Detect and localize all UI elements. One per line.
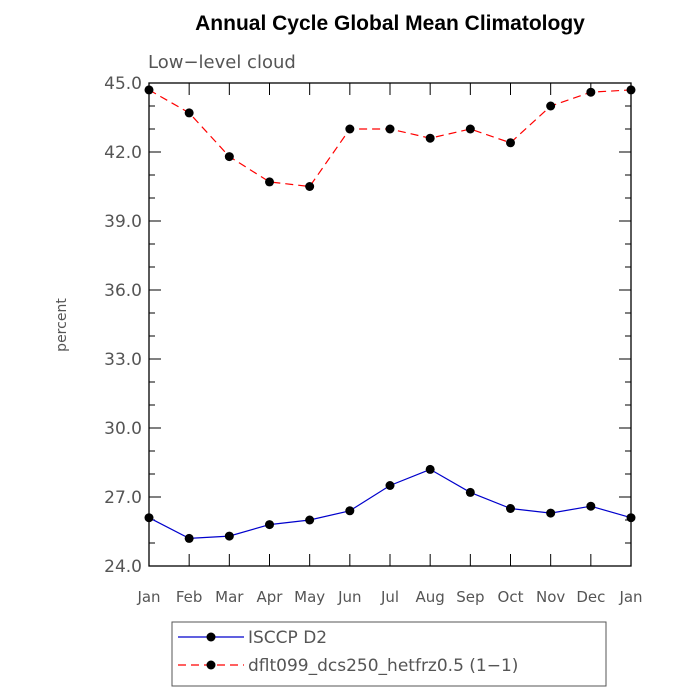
- y-tick-label: 36.0: [104, 281, 142, 301]
- y-tick-label: 39.0: [104, 212, 142, 232]
- data-point-s0-0: [144, 513, 154, 523]
- x-tick-label: Sep: [456, 588, 484, 606]
- data-point-s1-5: [345, 124, 355, 134]
- x-tick-label: Feb: [176, 588, 203, 606]
- legend-marker-isccp: [206, 632, 216, 642]
- x-tick-label: Mar: [215, 588, 244, 606]
- y-tick-label: 45.0: [104, 74, 142, 94]
- chart-subtitle: Low−level cloud: [148, 52, 296, 73]
- y-tick-label: 30.0: [104, 419, 142, 439]
- data-point-s0-2: [224, 531, 234, 541]
- y-tick-label: 27.0: [104, 488, 142, 508]
- legend: ISCCP D2 dflt099_dcs250_hetfrz0.5 (1−1): [171, 621, 607, 687]
- data-point-s1-9: [506, 138, 515, 148]
- x-tick-label: Jul: [380, 588, 399, 606]
- series-line-1: [148, 89, 632, 188]
- data-point-s0-8: [465, 487, 475, 497]
- x-tick-label: Apr: [257, 588, 284, 606]
- data-point-s1-2: [224, 152, 234, 162]
- data-point-s1-11: [586, 87, 596, 97]
- data-point-s0-7: [425, 464, 435, 474]
- y-tick-label: 33.0: [104, 350, 142, 370]
- x-axis-ticks: Jan Feb Mar Apr May Jun Jul Aug Sep Oct Nov Dec Jan: [136, 83, 643, 606]
- y-tick-label: 24.0: [104, 557, 142, 577]
- data-point-s1-1: [184, 108, 194, 118]
- x-tick-label: Jan: [136, 588, 160, 606]
- data-point-s1-10: [546, 101, 556, 111]
- data-point-s1-7: [425, 133, 435, 143]
- x-tick-label: Jun: [337, 588, 361, 606]
- data-point-s1-6: [385, 124, 395, 134]
- data-point-s0-10: [546, 508, 556, 518]
- x-tick-label: May: [294, 588, 325, 606]
- x-tick-label: Jan: [618, 588, 642, 606]
- data-point-s0-9: [506, 504, 515, 513]
- y-axis-ticks: 24.0 27.0 30.0 33.0 36.0 39.0 42.0 45.0: [104, 74, 631, 577]
- legend-label-model: dflt099_dcs250_hetfrz0.5 (1−1): [248, 656, 518, 676]
- x-tick-label: Aug: [416, 588, 445, 606]
- chart-title: Annual Cycle Global Mean Climatology: [195, 12, 585, 35]
- data-point-s0-12: [626, 513, 636, 523]
- data-point-s0-5: [345, 506, 355, 516]
- y-tick-label: 42.0: [104, 143, 142, 163]
- series-layer: [144, 85, 636, 543]
- data-point-s1-8: [465, 124, 475, 134]
- plot-frame: [148, 82, 632, 567]
- data-point-s0-1: [184, 533, 194, 543]
- legend-marker-model: [206, 660, 216, 670]
- data-point-s0-4: [305, 515, 315, 525]
- data-point-s0-11: [586, 501, 596, 511]
- y-axis-label: percent: [54, 298, 70, 352]
- data-point-s1-3: [265, 177, 274, 187]
- legend-box: [171, 621, 607, 687]
- data-point-s1-0: [144, 85, 154, 95]
- data-point-s1-12: [626, 85, 636, 95]
- data-point-s1-4: [305, 182, 315, 191]
- x-tick-label: Nov: [536, 588, 565, 606]
- data-point-s0-3: [265, 520, 274, 530]
- legend-label-isccp: ISCCP D2: [248, 628, 327, 648]
- x-tick-label: Oct: [498, 588, 524, 606]
- x-tick-label: Dec: [576, 588, 605, 606]
- data-point-s0-6: [385, 481, 395, 490]
- series-line-0: [148, 468, 632, 540]
